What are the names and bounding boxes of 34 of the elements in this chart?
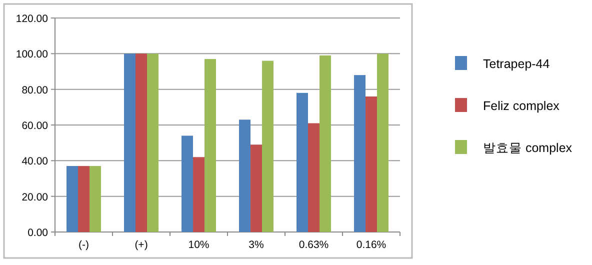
y-tick-label: 100.00 (16, 48, 48, 61)
bar (262, 60, 274, 232)
bar (124, 54, 136, 232)
legend-label: 발효물 complex (483, 141, 573, 155)
x-tick-label: (-) (78, 239, 89, 251)
legend-label: Feliz complex (483, 99, 560, 113)
y-tick-label: 120.00 (16, 13, 48, 25)
bar (136, 54, 147, 232)
bar (78, 166, 90, 232)
bar (320, 55, 331, 232)
x-tick-label: 3% (248, 239, 264, 251)
bar (377, 54, 388, 232)
legend-label: Tetrapep-44 (483, 57, 550, 71)
bar (250, 144, 262, 232)
bar (147, 54, 158, 232)
y-tick-label: 60.00 (22, 120, 48, 132)
bar (239, 120, 250, 232)
bar (204, 59, 216, 232)
x-tick-label: 0.63% (298, 239, 329, 251)
y-tick-label: 40.00 (22, 156, 48, 168)
y-tick-label: 20.00 (22, 191, 48, 204)
bar (308, 123, 320, 232)
x-tick-label: (+) (134, 239, 148, 251)
bar (193, 157, 204, 232)
bar (90, 166, 101, 232)
bar (66, 166, 78, 232)
bar (182, 136, 193, 232)
y-tick-label: 80.00 (22, 84, 48, 96)
bar (366, 96, 377, 232)
bar (296, 92, 308, 232)
x-tick-label: 10% (188, 239, 210, 251)
bar (354, 75, 366, 232)
x-tick-label: 0.16% (356, 239, 386, 251)
y-tick-label: 0.00 (28, 227, 48, 239)
